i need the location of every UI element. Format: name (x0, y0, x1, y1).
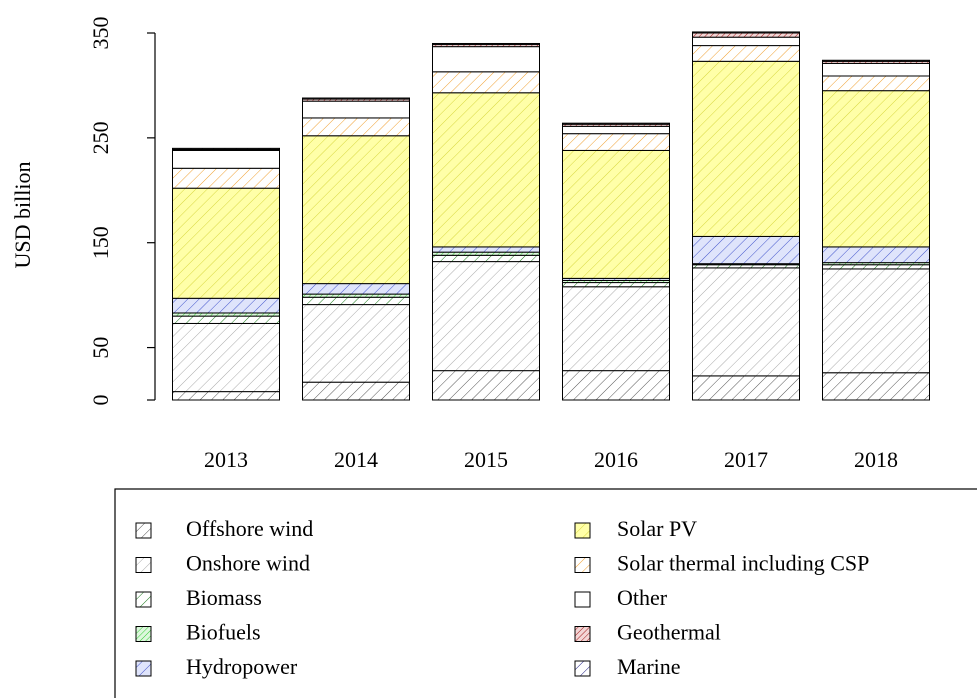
bar-segment (822, 268, 930, 374)
legend-swatch (574, 626, 591, 642)
bar-segment (172, 391, 280, 401)
legend-swatch (574, 660, 591, 677)
bar-segment (302, 135, 410, 285)
bar-segment (172, 187, 280, 299)
y-tick-label: 150 (88, 226, 113, 259)
bar-segment (692, 36, 800, 47)
legend-swatch (574, 591, 591, 608)
bar-segment (432, 92, 540, 248)
bar-segment (172, 149, 280, 169)
legend-label: Biofuels (186, 620, 261, 645)
bar-segment (822, 62, 930, 77)
legend-swatch (135, 660, 152, 677)
bar-segment (562, 370, 670, 401)
bar-segment (692, 45, 800, 62)
bar-segment (562, 286, 670, 372)
x-tick-label: 2014 (334, 447, 378, 472)
y-tick-label: 250 (88, 121, 113, 154)
bar-segment (432, 254, 540, 263)
legend-label: Solar thermal including CSP (617, 551, 869, 576)
x-tick-label: 2017 (724, 447, 768, 472)
bar-segment (692, 235, 800, 265)
bar-segment (692, 267, 800, 377)
bar-segment (172, 167, 280, 189)
legend-swatch (574, 557, 591, 573)
bar-segment (432, 42, 540, 46)
bar-segment (822, 59, 930, 62)
bar-segment (302, 97, 410, 100)
bar-segment (822, 372, 930, 401)
legend-label: Hydropower (186, 654, 298, 679)
legend-swatch (135, 626, 152, 642)
bar-segment (562, 133, 670, 151)
bar-segment (692, 60, 800, 237)
y-tick-label: 350 (88, 17, 113, 50)
legend-label: Solar PV (617, 516, 697, 541)
bar-segment (562, 282, 670, 288)
legend-label: Onshore wind (186, 551, 310, 576)
bar-segment (822, 264, 930, 270)
bar-segment (432, 71, 540, 94)
y-tick-label: 0 (88, 395, 113, 406)
bar-segment (822, 75, 930, 92)
legend-swatch (135, 591, 152, 608)
legend-label: Biomass (186, 585, 262, 610)
bar-segment (432, 46, 540, 73)
bar-segment (692, 32, 800, 38)
bar-segment (172, 322, 280, 393)
legend-swatch (135, 522, 152, 539)
legend-label: Geothermal (617, 620, 721, 645)
bar-segment (692, 31, 800, 34)
x-tick-label: 2013 (204, 447, 248, 472)
bar-segment (302, 100, 410, 119)
bar-segment (432, 261, 540, 372)
x-tick-label: 2018 (854, 447, 898, 472)
bar-segment (302, 304, 410, 383)
bar-segment (562, 149, 670, 279)
legend-label: Offshore wind (186, 516, 313, 541)
bar-segment (692, 375, 800, 401)
bar-segment (562, 122, 670, 125)
x-tick-label: 2016 (594, 447, 638, 472)
bar-segment (432, 246, 540, 253)
legend-label: Marine (617, 654, 681, 679)
bar-segment (302, 283, 410, 295)
x-tick-label: 2015 (464, 447, 508, 472)
bar-segment (822, 246, 930, 264)
bar-segment (562, 125, 670, 135)
legend-label: Other (617, 585, 668, 610)
bar-segment (172, 147, 280, 150)
y-tick-label: 50 (88, 337, 113, 359)
legend-swatch (135, 557, 152, 573)
bar-segment (822, 90, 930, 248)
y-axis-label: USD billion (10, 162, 35, 269)
bar-segment (302, 117, 410, 137)
legend-box (114, 488, 977, 698)
bar-segment (172, 315, 280, 324)
bar-segment (302, 381, 410, 401)
bar-segment (172, 297, 280, 314)
bar-segment (432, 370, 540, 401)
legend-swatch (574, 522, 591, 539)
bar-segment (302, 296, 410, 306)
